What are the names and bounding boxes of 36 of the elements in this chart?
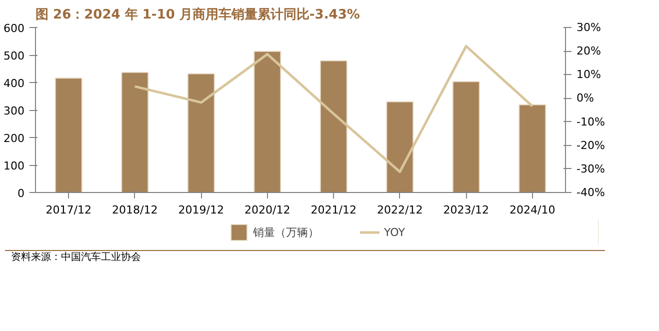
x-tick-label: 2020/12 — [244, 204, 290, 216]
bar — [452, 81, 480, 192]
y2-tick-label: 30% — [576, 21, 601, 34]
y2-tick-label: -40% — [576, 186, 605, 199]
x-tick-label: 2024/10 — [510, 204, 556, 216]
x-tick-label: 2023/12 — [443, 204, 489, 216]
bar — [254, 50, 282, 192]
y-tick-label: 300 — [4, 104, 25, 118]
bar — [518, 104, 546, 192]
legend-label: 销量（万辆） — [253, 224, 320, 240]
bar — [320, 60, 348, 192]
bar — [187, 73, 215, 192]
y-tick-label: 600 — [4, 22, 25, 35]
x-tick-label: 2021/12 — [310, 204, 356, 216]
y2-tick-label: 0% — [576, 92, 594, 105]
bar — [54, 78, 82, 192]
bar — [121, 72, 149, 192]
y2-tick-label: -10% — [576, 115, 605, 128]
y2-tick-label: 20% — [576, 44, 601, 58]
x-tick-label: 2018/12 — [112, 204, 158, 216]
x-tick-label: 2022/12 — [377, 204, 423, 216]
y-tick-label: 500 — [4, 50, 25, 62]
y-tick-label: 100 — [4, 160, 25, 172]
y2-tick-label: -20% — [576, 138, 605, 152]
y2-tick-label: -30% — [576, 162, 605, 176]
y-tick-label: 0 — [18, 187, 24, 200]
chart-title: 图 26：2024 年 1-10 月商用车销量累计同比-3.43% — [36, 6, 360, 22]
y2-tick-label: 10% — [576, 68, 601, 82]
x-tick-label: 2019/12 — [178, 204, 224, 216]
x-tick-label: 2017/12 — [46, 204, 92, 216]
legend-label: YOY — [384, 226, 405, 238]
bar — [386, 101, 414, 192]
text: 资料来源：中国汽车工业协会 — [11, 251, 141, 265]
y-tick-label: 200 — [4, 132, 25, 145]
line-series — [134, 44, 534, 174]
y-tick-label: 400 — [4, 77, 25, 90]
